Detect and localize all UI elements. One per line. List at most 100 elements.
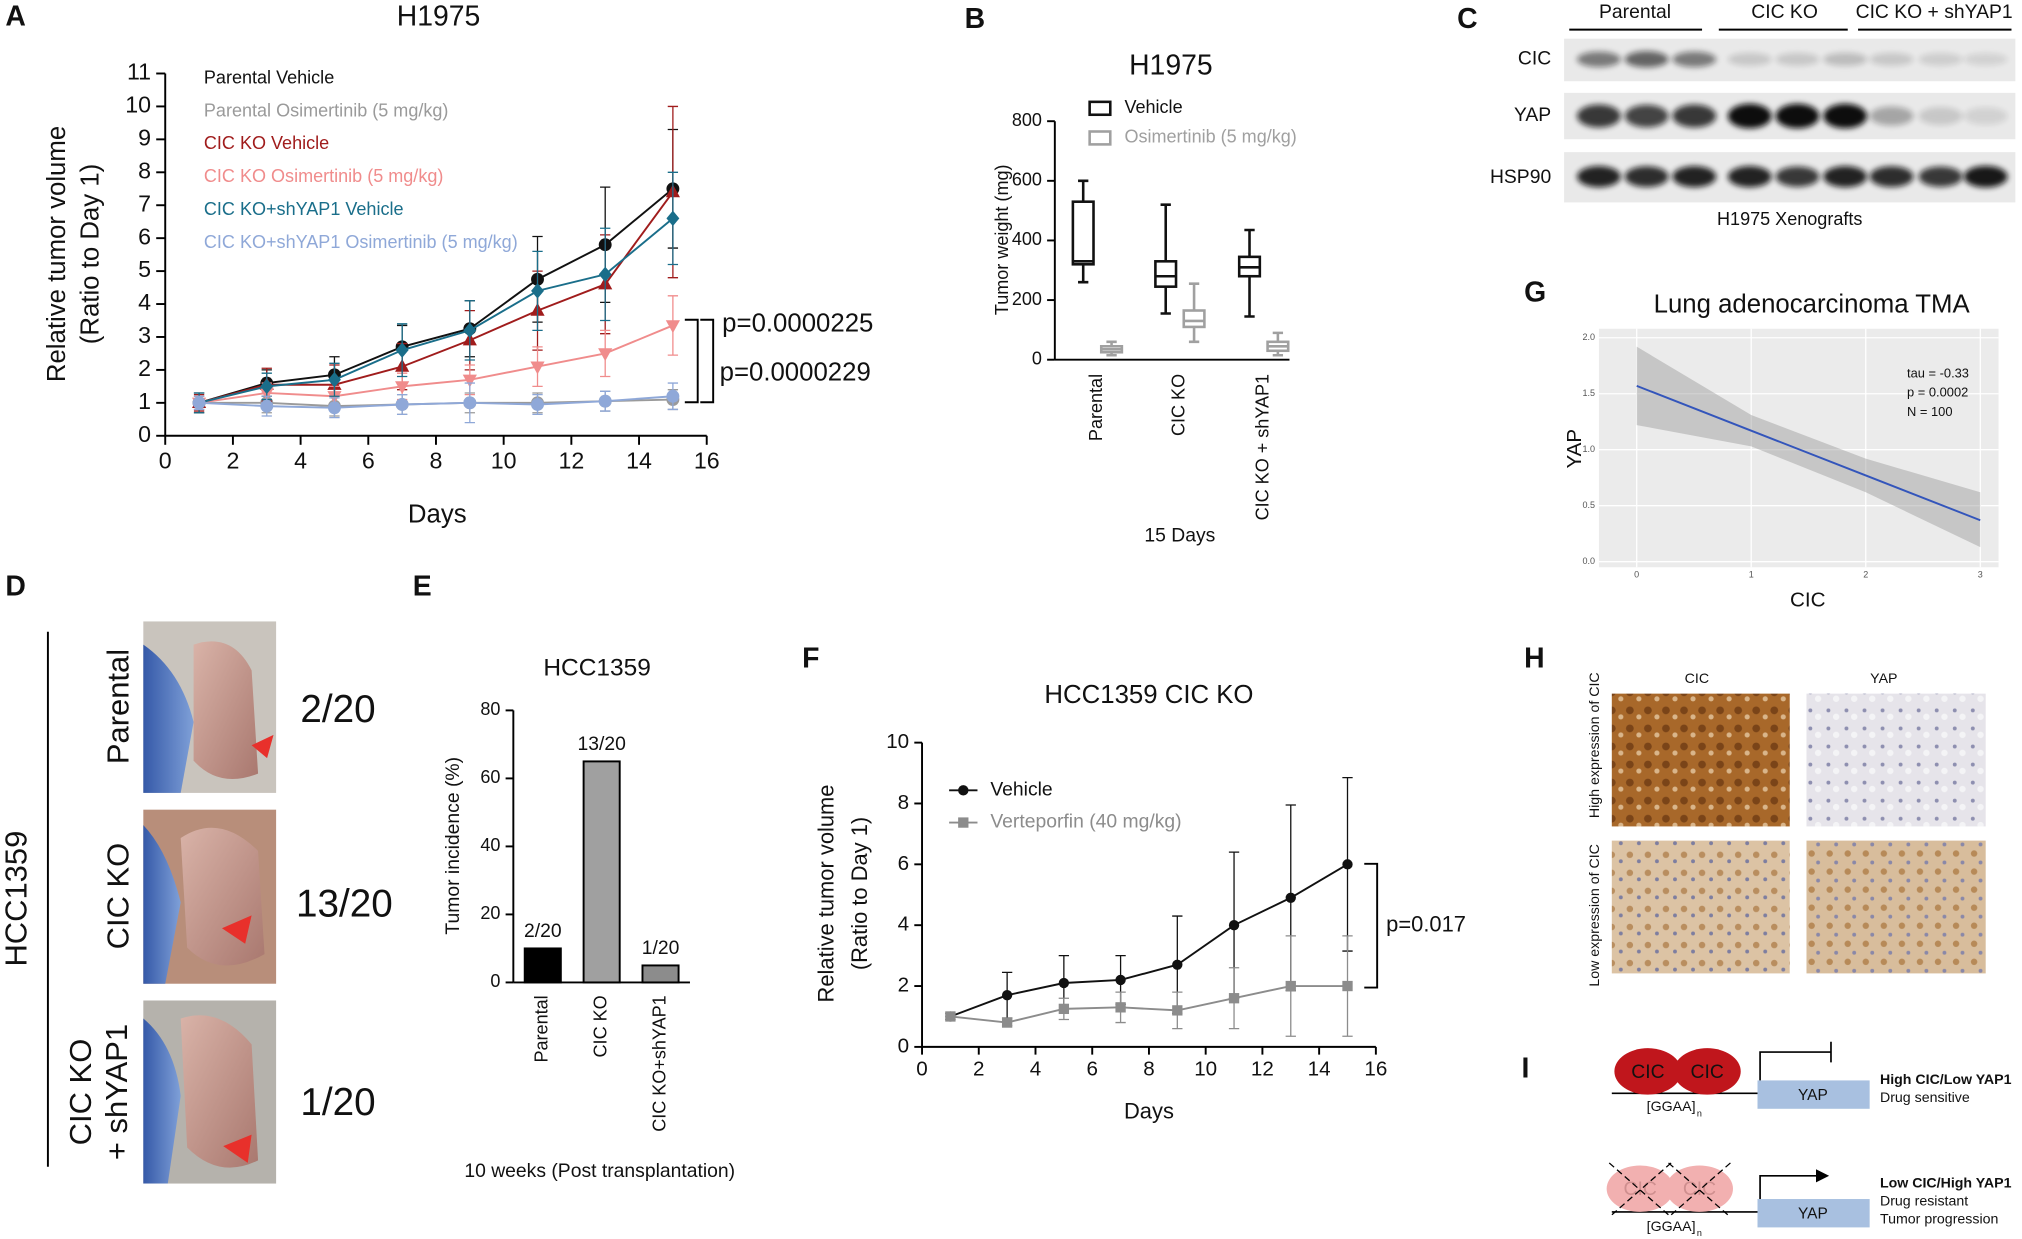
series-line (950, 985, 1348, 1024)
blot-band (1727, 166, 1772, 188)
protein-label: CIC (1691, 1062, 1724, 1083)
y-tick-label: 9 (138, 124, 151, 150)
y-tick-label: 4 (138, 289, 151, 315)
legend-label: Vehicle (990, 779, 1052, 800)
ihc-row-label: Low expression of CIC (1587, 844, 1603, 987)
ihc-image (1611, 693, 1790, 827)
y-tick-label: 3 (138, 322, 151, 348)
y-axis-label: Relative tumor volume (43, 126, 71, 382)
blot-row-label: HSP90 (1490, 167, 1551, 188)
legend-label: CIC KO Osimertinib (5 mg/kg) (204, 166, 443, 186)
protein-label: CIC (1624, 1179, 1657, 1200)
chart-title: Lung adenocarcinoma TMA (1654, 290, 1971, 318)
x-axis-label: Days (408, 501, 467, 529)
x-tick-label: 10 (1194, 1058, 1217, 1081)
y-tick-label: 1.5 (1582, 388, 1595, 398)
x-tick-label: 8 (430, 447, 443, 473)
ihc-image (1611, 840, 1790, 974)
chart-title: H1975 (397, 1, 481, 33)
marker (1115, 974, 1126, 986)
panel-label: F (802, 643, 819, 675)
annotation: p = 0.0002 (1907, 385, 1968, 400)
chart-title: HCC1359 CIC KO (1044, 681, 1253, 709)
gene-box (1757, 1080, 1870, 1109)
x-tick-label: 16 (694, 447, 720, 473)
y-tick-label: 60 (480, 767, 500, 787)
y-tick-label: 0.0 (1582, 556, 1595, 566)
ihc-row-label: High expression of CIC (1587, 672, 1603, 818)
x-tick-label: CIC KO (1169, 374, 1189, 436)
whisker (1244, 276, 1255, 318)
legend-label: Parental Vehicle (204, 67, 334, 87)
y-tick-label: 1 (138, 388, 151, 414)
blot-band (1823, 52, 1868, 66)
x-tick-label: Parental (532, 995, 552, 1062)
marker (531, 398, 544, 411)
ihc-column-label: YAP (1870, 671, 1897, 687)
active-promoter (1759, 1169, 1830, 1200)
xenograft-panel: HCC1359 Parental CIC KO CIC KO + shYAP1 … (0, 621, 393, 1184)
box (1154, 260, 1178, 288)
marker (598, 266, 612, 283)
marker (958, 785, 969, 796)
whisker (1272, 331, 1284, 342)
blot-band (1869, 52, 1914, 66)
y-tick-label: 80 (480, 699, 500, 719)
blot-band (1775, 103, 1820, 129)
marker (1228, 993, 1240, 1004)
y-axis-label: YAP (1563, 429, 1586, 469)
ihc-column-label: CIC (1685, 671, 1709, 687)
regression-line (1636, 384, 1981, 522)
marker (1228, 920, 1240, 931)
state-title: High CIC/Low YAP1 (1880, 1072, 2012, 1088)
state-title: Low CIC/High YAP1 (1880, 1175, 2012, 1191)
blot-band (1576, 51, 1621, 68)
whisker (1244, 228, 1255, 257)
value-label: 13/20 (577, 734, 625, 755)
blot-band (1963, 165, 2008, 188)
blot-band (1672, 51, 1717, 68)
x-tick-label: 14 (626, 447, 652, 473)
legend-label: Parental Osimertinib (5 mg/kg) (204, 100, 449, 120)
y-axis-label: (Ratio to Day 1) (77, 164, 105, 344)
x-tick-label: Parental (1086, 374, 1106, 441)
blot-band (1823, 103, 1868, 129)
marker (1172, 1005, 1183, 1016)
blot-band (1775, 52, 1820, 66)
bar (641, 964, 680, 984)
plot-background (1598, 328, 1999, 568)
blot-band (1672, 166, 1717, 188)
whisker (1160, 203, 1171, 262)
blot-band (1624, 166, 1669, 188)
motif-subscript: n (1697, 1108, 1702, 1118)
blot-band (1576, 166, 1621, 188)
incidence-label: 13/20 (296, 883, 393, 926)
y-axis-label: Tumor incidence (%) (443, 757, 464, 935)
row-label: Parental (100, 649, 135, 764)
x-tick-label: CIC KO (590, 995, 610, 1057)
box (1182, 309, 1206, 329)
motif-label: [GGAA] (1647, 1099, 1696, 1115)
marker (463, 396, 477, 410)
y-tick-label: 200 (1012, 289, 1042, 309)
blot-band (1823, 166, 1868, 188)
marker (945, 1011, 956, 1022)
blot-band (1672, 104, 1717, 128)
blot-band (1918, 53, 1963, 66)
repressed-promoter (1759, 1041, 1832, 1081)
x-tick-label: 4 (294, 447, 307, 473)
value-label: 1/20 (642, 938, 680, 959)
y-tick-label: 400 (1012, 229, 1042, 249)
cell-line-label: HCC1359 (0, 831, 33, 967)
series-line (198, 217, 674, 404)
incidence-label: 1/20 (300, 1081, 375, 1124)
marker (666, 210, 680, 227)
model-diagram: CIC CIC [GGAA] n YAP High CIC/Low YAP1 D… (1606, 1041, 2012, 1238)
y-axis-label: Relative tumor volume (814, 785, 839, 1003)
box (1071, 200, 1095, 266)
legend-label: CIC KO+shYAP1 Vehicle (204, 199, 404, 219)
marker (260, 399, 274, 413)
gene-label: YAP (1798, 1206, 1828, 1223)
legend-label: CIC KO Vehicle (204, 133, 329, 153)
